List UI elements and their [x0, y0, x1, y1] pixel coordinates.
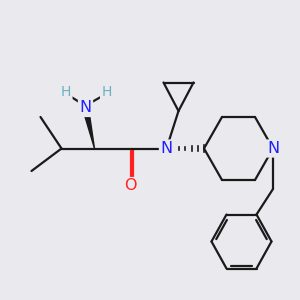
Text: N: N — [80, 100, 92, 116]
Text: N: N — [160, 141, 172, 156]
Text: H: H — [61, 85, 71, 98]
Text: H: H — [101, 85, 112, 98]
Polygon shape — [82, 107, 94, 148]
Text: N: N — [267, 141, 279, 156]
Text: O: O — [124, 178, 137, 194]
